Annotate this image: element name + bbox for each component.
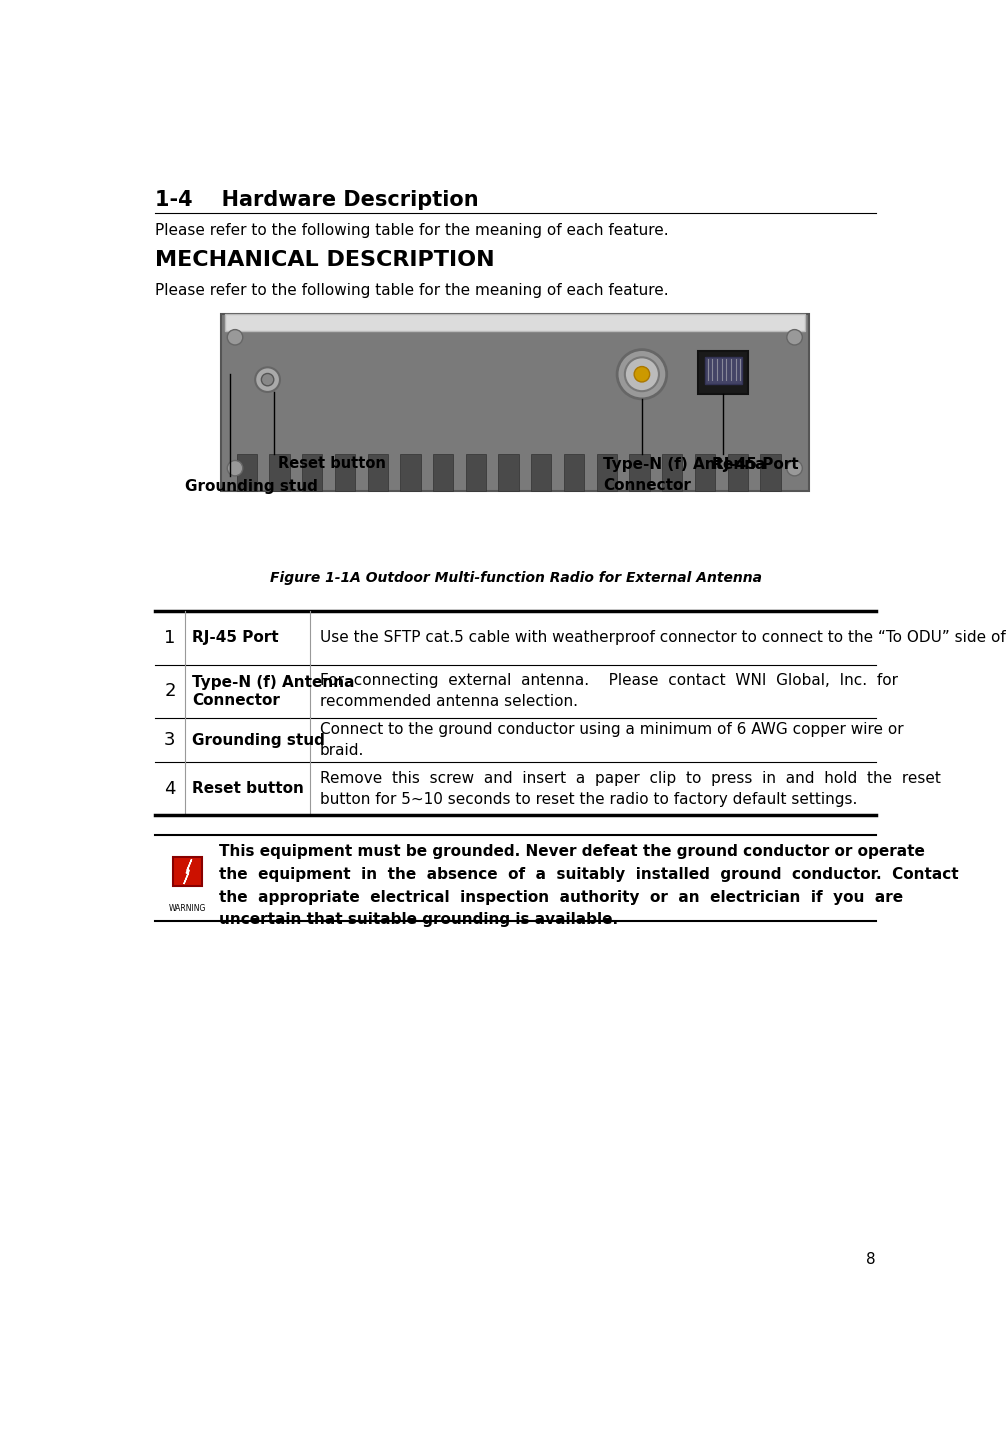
Circle shape: [617, 349, 667, 399]
Bar: [498, 455, 519, 491]
Circle shape: [227, 329, 242, 345]
Bar: [433, 455, 454, 491]
Text: RJ-45 Port: RJ-45 Port: [711, 458, 799, 472]
Polygon shape: [184, 859, 191, 884]
Bar: [695, 455, 715, 491]
Bar: [727, 455, 747, 491]
Bar: [597, 455, 617, 491]
Text: Grounding stud: Grounding stud: [192, 732, 325, 748]
Bar: [367, 455, 387, 491]
Bar: [155, 719, 876, 761]
Bar: [662, 455, 682, 491]
Text: Please refer to the following table for the meaning of each feature.: Please refer to the following table for …: [155, 283, 669, 299]
Text: Grounding stud: Grounding stud: [185, 479, 318, 494]
Text: Figure 1-1A Outdoor Multi-function Radio for External Antenna: Figure 1-1A Outdoor Multi-function Radio…: [270, 570, 762, 585]
Bar: [704, 357, 741, 384]
Bar: [155, 611, 876, 664]
Text: RJ-45 Port: RJ-45 Port: [192, 630, 279, 645]
Bar: [698, 351, 748, 394]
Circle shape: [787, 329, 803, 345]
Text: 3: 3: [164, 731, 176, 749]
Bar: [155, 761, 876, 816]
Bar: [466, 455, 486, 491]
Circle shape: [262, 374, 274, 386]
Circle shape: [625, 357, 659, 391]
Text: 1-4    Hardware Description: 1-4 Hardware Description: [155, 191, 479, 211]
Text: 8: 8: [866, 1252, 876, 1266]
Text: Remove  this  screw  and  insert  a  paper  clip  to  press  in  and  hold  the : Remove this screw and insert a paper cli…: [320, 771, 941, 807]
Bar: [173, 858, 202, 887]
Bar: [178, 303, 851, 557]
Text: Type-N (f) Antenna
Connector: Type-N (f) Antenna Connector: [192, 676, 355, 708]
Text: MECHANICAL DESCRIPTION: MECHANICAL DESCRIPTION: [155, 250, 495, 270]
Text: For  connecting  external  antenna.    Please  contact  WNI  Global,  Inc.  for
: For connecting external antenna. Please …: [320, 673, 897, 709]
Bar: [564, 455, 584, 491]
Text: Reset button: Reset button: [192, 781, 304, 796]
Bar: [630, 455, 650, 491]
Text: Type-N (f) Antenna
Connector: Type-N (f) Antenna Connector: [604, 458, 766, 494]
Text: 4: 4: [164, 780, 176, 797]
Text: Reset button: Reset button: [279, 456, 386, 471]
Bar: [155, 664, 876, 719]
Bar: [270, 455, 290, 491]
Circle shape: [227, 461, 242, 477]
Text: Connect to the ground conductor using a minimum of 6 AWG copper wire or
braid.: Connect to the ground conductor using a …: [320, 722, 903, 758]
Bar: [761, 455, 781, 491]
Text: 2: 2: [164, 683, 176, 700]
Bar: [225, 315, 805, 331]
Bar: [335, 455, 355, 491]
Circle shape: [634, 367, 650, 383]
Circle shape: [787, 461, 803, 477]
Text: Use the SFTP cat.5 cable with weatherproof connector to connect to the “To ODU” : Use the SFTP cat.5 cable with weatherpro…: [320, 630, 1006, 645]
Text: 1: 1: [164, 628, 176, 647]
Bar: [531, 455, 551, 491]
Circle shape: [256, 367, 280, 391]
Bar: [302, 455, 322, 491]
Text: This equipment must be grounded. Never defeat the ground conductor or operate
th: This equipment must be grounded. Never d…: [218, 843, 959, 927]
Bar: [236, 455, 257, 491]
Bar: [400, 455, 421, 491]
Text: WARNING: WARNING: [169, 904, 206, 913]
Text: Please refer to the following table for the meaning of each feature.: Please refer to the following table for …: [155, 224, 669, 238]
Bar: [221, 315, 809, 491]
